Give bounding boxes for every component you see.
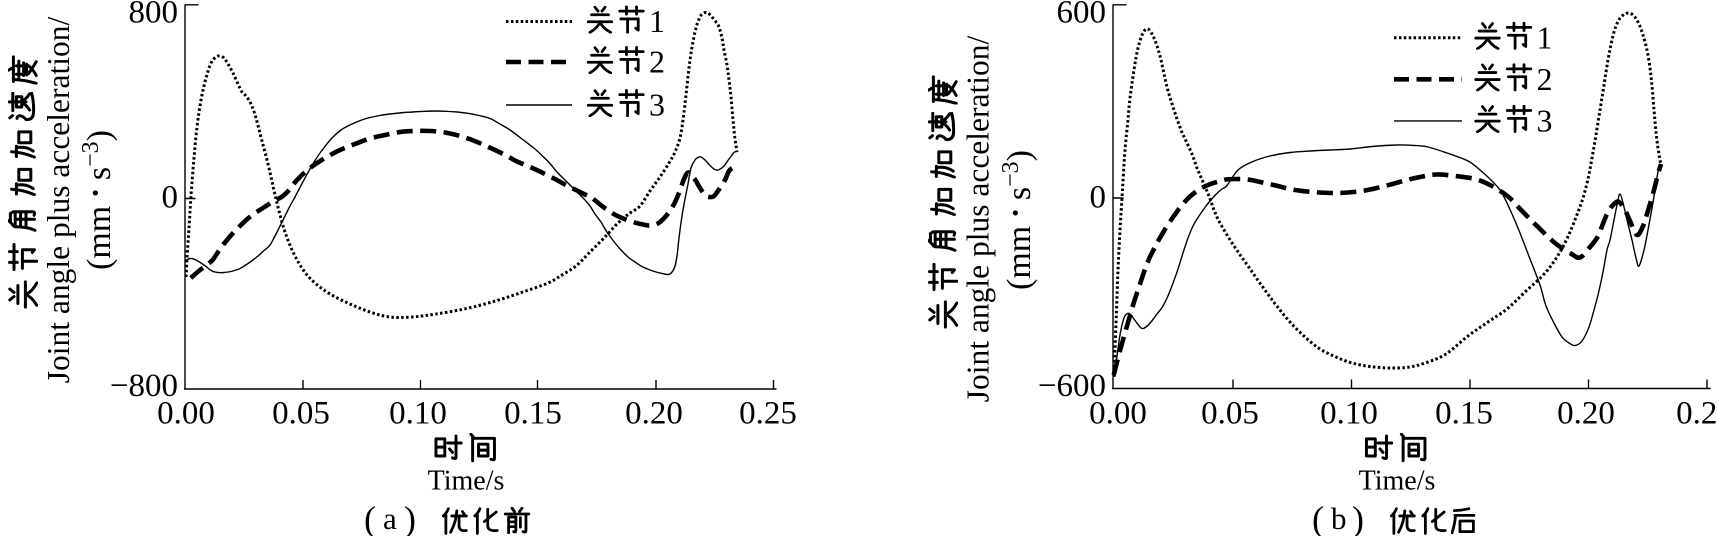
svg-text:0: 0 — [162, 180, 179, 216]
svg-text:800: 800 — [129, 0, 179, 31]
svg-text:0.25: 0.25 — [1676, 396, 1717, 432]
svg-text:0.20: 0.20 — [1557, 396, 1615, 432]
svg-text:Joint angle plus acceleration/: Joint angle plus acceleration/ — [41, 17, 76, 384]
svg-text:(: ( — [364, 499, 376, 536]
svg-text:): ) — [404, 499, 416, 536]
svg-text:1: 1 — [649, 3, 665, 39]
svg-text:−600: −600 — [1038, 368, 1106, 404]
svg-text:(mm·s−3): (mm·s−3) — [71, 130, 120, 270]
svg-text:0.00: 0.00 — [1089, 396, 1147, 432]
svg-text:0.25: 0.25 — [739, 396, 797, 432]
svg-text:0.05: 0.05 — [272, 396, 330, 432]
svg-text:(: ( — [1312, 499, 1324, 536]
svg-text:): ) — [1352, 499, 1364, 536]
svg-text:Joint angle plus acceleration/: Joint angle plus acceleration/ — [961, 36, 996, 403]
svg-text:0: 0 — [1090, 180, 1107, 216]
svg-text:Time/s: Time/s — [428, 466, 505, 497]
svg-text:600: 600 — [1057, 0, 1107, 31]
svg-text:0.05: 0.05 — [1201, 396, 1259, 432]
svg-text:b: b — [1331, 501, 1347, 536]
svg-text:Time/s: Time/s — [1359, 466, 1436, 497]
svg-text:0.15: 0.15 — [1435, 396, 1493, 432]
svg-text:0.00: 0.00 — [157, 396, 215, 432]
svg-text:3: 3 — [649, 87, 665, 123]
svg-text:1: 1 — [1537, 19, 1553, 55]
svg-text:2: 2 — [649, 44, 665, 80]
svg-text:0.10: 0.10 — [1320, 396, 1378, 432]
svg-text:−800: −800 — [110, 368, 178, 404]
svg-text:0.20: 0.20 — [625, 396, 683, 432]
svg-text:a: a — [383, 501, 397, 536]
svg-text:0.10: 0.10 — [389, 396, 447, 432]
svg-text:2: 2 — [1537, 61, 1553, 97]
svg-text:0.15: 0.15 — [504, 396, 562, 432]
svg-text:3: 3 — [1537, 102, 1553, 138]
